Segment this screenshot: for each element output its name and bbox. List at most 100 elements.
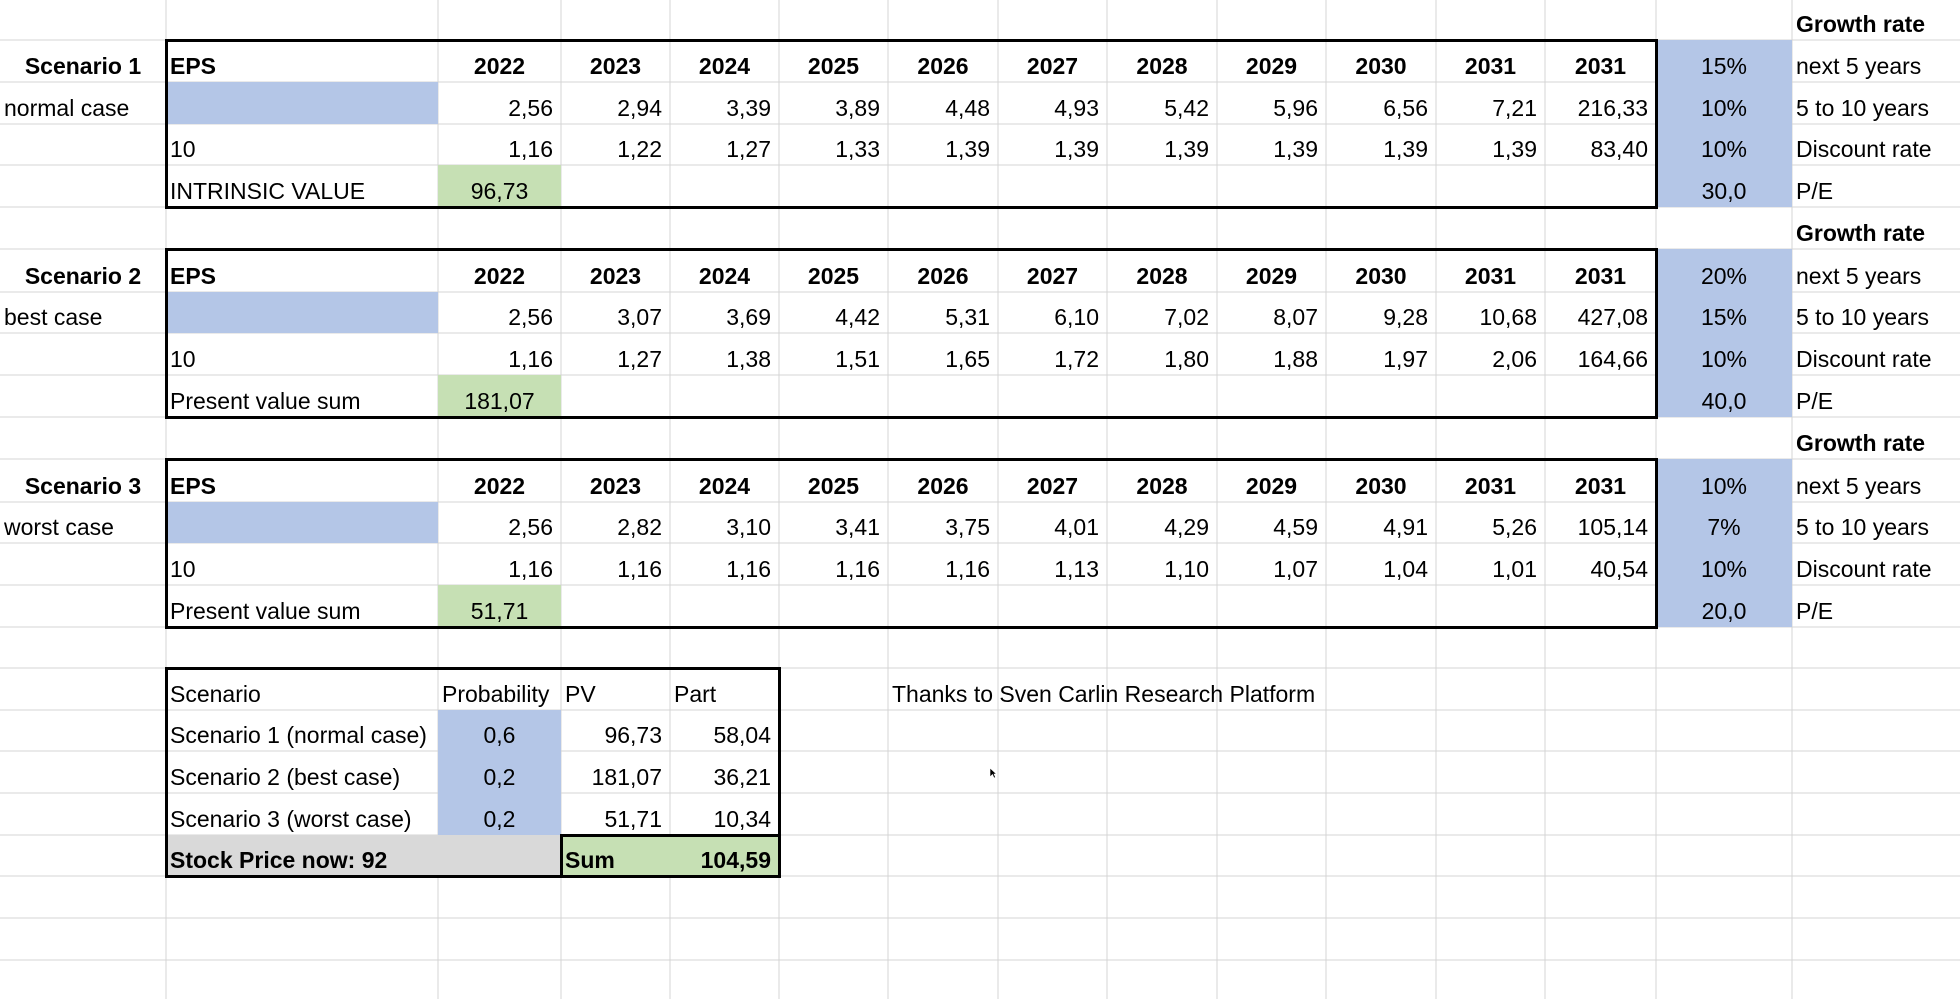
year-header[interactable]: 2026 [888, 40, 998, 82]
present-value-cell[interactable]: 1,39 [1217, 124, 1326, 165]
present-value-cell[interactable]: 1,39 [1107, 124, 1217, 165]
year-header[interactable]: 2031 [1545, 459, 1656, 502]
scenario-name[interactable]: Scenario 1 [0, 40, 166, 82]
param-value-cell[interactable]: 10% [1656, 459, 1792, 502]
eps-label[interactable]: EPS [166, 249, 438, 292]
year-header[interactable]: 2031 [1545, 40, 1656, 82]
present-value-cell[interactable]: 40,54 [1545, 543, 1656, 585]
present-value-cell[interactable]: 1,27 [670, 124, 779, 165]
discount-years-cell[interactable]: 10 [166, 543, 438, 585]
probability-input-cell[interactable]: 0,2 [438, 751, 561, 793]
present-value-cell[interactable]: 1,16 [779, 543, 888, 585]
eps-value-cell[interactable]: 4,91 [1326, 502, 1436, 543]
present-value-cell[interactable]: 1,13 [998, 543, 1107, 585]
present-value-cell[interactable]: 1,07 [1217, 543, 1326, 585]
eps-value-cell[interactable]: 5,42 [1107, 82, 1217, 124]
year-header[interactable]: 2028 [1107, 40, 1217, 82]
present-value-cell[interactable]: 1,16 [438, 124, 561, 165]
sum-value-cell[interactable]: 181,07 [438, 375, 561, 417]
eps-value-cell[interactable]: 216,33 [1545, 82, 1656, 124]
scenario-name[interactable]: Scenario 2 [0, 249, 166, 292]
year-header[interactable]: 2024 [670, 459, 779, 502]
present-value-cell[interactable]: 1,10 [1107, 543, 1217, 585]
sum-label-cell[interactable]: Sum [561, 835, 670, 876]
eps-value-cell[interactable]: 9,28 [1326, 292, 1436, 333]
eps-value-cell[interactable]: 4,93 [998, 82, 1107, 124]
year-header[interactable]: 2022 [438, 459, 561, 502]
year-header[interactable]: 2024 [670, 249, 779, 292]
eps-input-cell[interactable] [166, 292, 438, 333]
year-header[interactable]: 2024 [670, 40, 779, 82]
year-header[interactable]: 2025 [779, 459, 888, 502]
year-header[interactable]: 2029 [1217, 40, 1326, 82]
eps-value-cell[interactable]: 105,14 [1545, 502, 1656, 543]
present-value-cell[interactable]: 1,16 [438, 543, 561, 585]
param-value-cell[interactable]: 7% [1656, 502, 1792, 543]
param-value-cell[interactable]: 10% [1656, 124, 1792, 165]
param-label[interactable]: next 5 years [1792, 459, 1960, 502]
present-value-cell[interactable]: 1,33 [779, 124, 888, 165]
present-value-cell[interactable]: 1,01 [1436, 543, 1545, 585]
sum-value-cell[interactable]: 51,71 [438, 585, 561, 627]
eps-value-cell[interactable]: 5,31 [888, 292, 998, 333]
present-value-cell[interactable]: 2,06 [1436, 333, 1545, 375]
year-header[interactable]: 2029 [1217, 459, 1326, 502]
year-header[interactable]: 2026 [888, 249, 998, 292]
eps-value-cell[interactable]: 4,59 [1217, 502, 1326, 543]
scenario-case[interactable]: worst case [0, 502, 166, 543]
eps-value-cell[interactable]: 3,75 [888, 502, 998, 543]
param-value-cell[interactable]: 15% [1656, 40, 1792, 82]
eps-value-cell[interactable]: 4,01 [998, 502, 1107, 543]
discount-years-cell[interactable]: 10 [166, 333, 438, 375]
param-value-cell[interactable]: 10% [1656, 333, 1792, 375]
summary-scenario-cell[interactable]: Scenario 2 (best case) [166, 751, 438, 793]
eps-value-cell[interactable]: 6,10 [998, 292, 1107, 333]
sum-total-cell[interactable]: 104,59 [670, 835, 779, 876]
param-label[interactable]: 5 to 10 years [1792, 292, 1960, 333]
eps-value-cell[interactable]: 3,89 [779, 82, 888, 124]
param-value-cell[interactable]: 30,0 [1656, 165, 1792, 207]
present-value-cell[interactable]: 83,40 [1545, 124, 1656, 165]
eps-value-cell[interactable]: 2,56 [438, 292, 561, 333]
probability-input-cell[interactable]: 0,6 [438, 710, 561, 751]
param-value-cell[interactable]: 15% [1656, 292, 1792, 333]
year-header[interactable]: 2025 [779, 40, 888, 82]
growth-rate-header[interactable]: Growth rate [1792, 0, 1960, 40]
eps-value-cell[interactable]: 4,29 [1107, 502, 1217, 543]
year-header[interactable]: 2025 [779, 249, 888, 292]
year-header[interactable]: 2028 [1107, 459, 1217, 502]
summary-scenario-cell[interactable]: Scenario 3 (worst case) [166, 793, 438, 835]
eps-value-cell[interactable]: 2,82 [561, 502, 670, 543]
present-value-cell[interactable]: 1,39 [1326, 124, 1436, 165]
eps-value-cell[interactable]: 10,68 [1436, 292, 1545, 333]
year-header[interactable]: 2031 [1436, 459, 1545, 502]
scenario-case[interactable]: best case [0, 292, 166, 333]
year-header[interactable]: 2023 [561, 249, 670, 292]
present-value-cell[interactable]: 1,04 [1326, 543, 1436, 585]
param-value-cell[interactable]: 10% [1656, 543, 1792, 585]
present-value-cell[interactable]: 1,51 [779, 333, 888, 375]
eps-value-cell[interactable]: 3,69 [670, 292, 779, 333]
summary-scenario-cell[interactable]: Scenario 1 (normal case) [166, 710, 438, 751]
param-label[interactable]: P/E [1792, 165, 1960, 207]
present-value-cell[interactable]: 1,65 [888, 333, 998, 375]
param-value-cell[interactable]: 20% [1656, 249, 1792, 292]
year-header[interactable]: 2030 [1326, 40, 1436, 82]
param-label[interactable]: 5 to 10 years [1792, 502, 1960, 543]
present-value-cell[interactable]: 1,16 [561, 543, 670, 585]
discount-years-cell[interactable]: 10 [166, 124, 438, 165]
eps-value-cell[interactable]: 7,21 [1436, 82, 1545, 124]
eps-value-cell[interactable]: 2,56 [438, 502, 561, 543]
param-label[interactable]: next 5 years [1792, 249, 1960, 292]
eps-input-cell[interactable] [166, 82, 438, 124]
param-value-cell[interactable]: 40,0 [1656, 375, 1792, 417]
eps-value-cell[interactable]: 427,08 [1545, 292, 1656, 333]
param-label[interactable]: P/E [1792, 585, 1960, 627]
eps-value-cell[interactable]: 4,42 [779, 292, 888, 333]
year-header[interactable]: 2029 [1217, 249, 1326, 292]
summary-header-pv[interactable]: PV [561, 668, 670, 710]
year-header[interactable]: 2026 [888, 459, 998, 502]
present-value-cell[interactable]: 1,88 [1217, 333, 1326, 375]
param-label[interactable]: Discount rate [1792, 333, 1960, 375]
present-value-cell[interactable]: 1,80 [1107, 333, 1217, 375]
